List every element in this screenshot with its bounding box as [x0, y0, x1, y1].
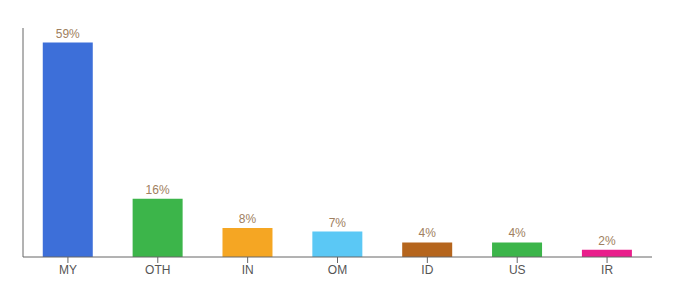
- svg-text:4%: 4%: [419, 226, 437, 240]
- svg-text:IN: IN: [242, 263, 254, 277]
- svg-text:OTH: OTH: [145, 263, 170, 277]
- svg-text:4%: 4%: [508, 226, 526, 240]
- svg-text:16%: 16%: [146, 183, 170, 197]
- svg-text:7%: 7%: [329, 216, 347, 230]
- svg-text:59%: 59%: [56, 27, 80, 41]
- svg-text:ID: ID: [421, 263, 433, 277]
- svg-text:OM: OM: [328, 263, 347, 277]
- svg-text:US: US: [509, 263, 526, 277]
- svg-text:MY: MY: [59, 263, 77, 277]
- svg-text:IR: IR: [601, 263, 613, 277]
- svg-text:2%: 2%: [598, 234, 616, 248]
- svg-text:8%: 8%: [239, 212, 257, 226]
